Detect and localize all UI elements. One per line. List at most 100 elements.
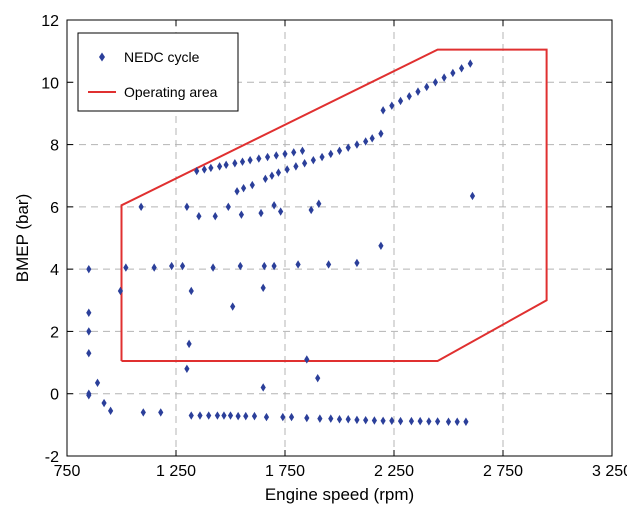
nedc-point bbox=[315, 373, 321, 383]
legend: NEDC cycle Operating area bbox=[77, 32, 239, 112]
y-tick-label: 8 bbox=[50, 138, 59, 155]
nedc-point bbox=[108, 406, 114, 416]
nedc-point bbox=[378, 241, 384, 250]
nedc-point bbox=[299, 146, 306, 155]
nedc-point bbox=[389, 101, 395, 110]
nedc-point bbox=[380, 416, 386, 426]
y-tick-label: 6 bbox=[50, 200, 59, 217]
nedc-point bbox=[140, 408, 146, 417]
y-tick-label: 2 bbox=[50, 324, 59, 341]
nedc-point bbox=[336, 146, 343, 155]
nedc-point bbox=[230, 302, 236, 311]
nedc-point bbox=[326, 260, 332, 269]
nedc-point bbox=[275, 168, 282, 177]
legend-label-nedc: NEDC cycle bbox=[124, 49, 200, 65]
nedc-point bbox=[223, 160, 229, 170]
nedc-point bbox=[271, 201, 277, 210]
nedc-point bbox=[454, 417, 460, 426]
nedc-point bbox=[441, 73, 447, 82]
nedc-point bbox=[345, 143, 351, 152]
nedc-point bbox=[238, 210, 244, 219]
nedc-point bbox=[239, 157, 246, 166]
nedc-point bbox=[86, 264, 92, 274]
nedc-point bbox=[316, 199, 322, 208]
nedc-point bbox=[354, 140, 360, 149]
nedc-point bbox=[235, 411, 241, 421]
nedc-point bbox=[86, 308, 92, 317]
x-axis-title: Engine speed (rpm) bbox=[265, 485, 414, 504]
nedc-point bbox=[369, 134, 375, 143]
nedc-point bbox=[363, 137, 369, 146]
nedc-point bbox=[196, 212, 202, 221]
nedc-point bbox=[328, 414, 334, 423]
nedc-point bbox=[336, 415, 343, 424]
nedc-point bbox=[210, 263, 216, 272]
nedc-point bbox=[319, 152, 325, 162]
nedc-point bbox=[426, 417, 432, 426]
nedc-point bbox=[345, 415, 351, 424]
nedc-point bbox=[328, 149, 334, 159]
nedc-point bbox=[435, 417, 441, 426]
nedc-point bbox=[184, 202, 190, 212]
nedc-point bbox=[371, 416, 377, 425]
nedc-point bbox=[432, 78, 439, 87]
nedc-point bbox=[450, 68, 456, 78]
legend-marker-nedc bbox=[99, 52, 105, 62]
nedc-point bbox=[288, 412, 295, 422]
nedc-point bbox=[445, 417, 452, 426]
nedc-point bbox=[138, 202, 144, 212]
x-tick-label: 2 250 bbox=[374, 463, 414, 480]
plot-frame bbox=[66, 19, 613, 457]
nedc-point bbox=[317, 414, 323, 423]
nedc-point bbox=[354, 258, 360, 268]
nedc-point bbox=[217, 162, 223, 171]
nedc-point bbox=[261, 261, 267, 271]
nedc-point bbox=[243, 411, 249, 421]
nedc-point bbox=[304, 413, 310, 423]
nedc-point bbox=[188, 411, 194, 420]
nedc-point bbox=[458, 64, 465, 73]
nedc-point bbox=[278, 207, 284, 216]
nedc-point bbox=[467, 59, 473, 68]
nedc-point bbox=[263, 412, 270, 422]
nedc-point bbox=[94, 378, 101, 388]
nedc-point bbox=[293, 162, 299, 171]
nedc-point bbox=[227, 411, 234, 420]
nedc-point bbox=[260, 283, 266, 293]
legend-box bbox=[77, 32, 239, 112]
y-tick-label: 12 bbox=[41, 13, 59, 30]
nedc-point bbox=[237, 261, 243, 271]
nedc-point bbox=[269, 171, 275, 180]
nedc-point bbox=[256, 154, 262, 163]
y-tick-label: -2 bbox=[45, 449, 59, 466]
nedc-point bbox=[280, 412, 286, 422]
nedc-point bbox=[417, 416, 423, 426]
nedc-point bbox=[363, 415, 369, 425]
x-tick-label: 1 250 bbox=[156, 463, 196, 480]
nedc-point bbox=[186, 339, 192, 349]
nedc-point bbox=[86, 391, 92, 400]
nedc-point bbox=[406, 92, 412, 101]
nedc-point bbox=[260, 383, 266, 392]
operating-area-layer bbox=[120, 48, 548, 363]
nedc-point bbox=[101, 398, 107, 408]
nedc-point bbox=[240, 183, 247, 193]
nedc-point bbox=[247, 155, 253, 165]
nedc-point bbox=[397, 96, 404, 106]
legend-label-operating-area: Operating area bbox=[124, 84, 218, 100]
y-tick-label: 10 bbox=[41, 75, 59, 92]
nedc-point bbox=[86, 327, 92, 336]
nedc-point bbox=[232, 159, 238, 168]
x-tick-label: 1 750 bbox=[265, 463, 305, 480]
nedc-point bbox=[354, 415, 360, 425]
nedc-point bbox=[212, 212, 218, 221]
nedc-point bbox=[117, 286, 124, 296]
nedc-point bbox=[397, 416, 404, 426]
nedc-point bbox=[469, 191, 476, 201]
nedc-point bbox=[214, 411, 221, 420]
nedc-point bbox=[188, 286, 194, 296]
nedc-point bbox=[264, 152, 271, 162]
nedc-point bbox=[208, 163, 214, 173]
nedc-point bbox=[123, 263, 129, 272]
